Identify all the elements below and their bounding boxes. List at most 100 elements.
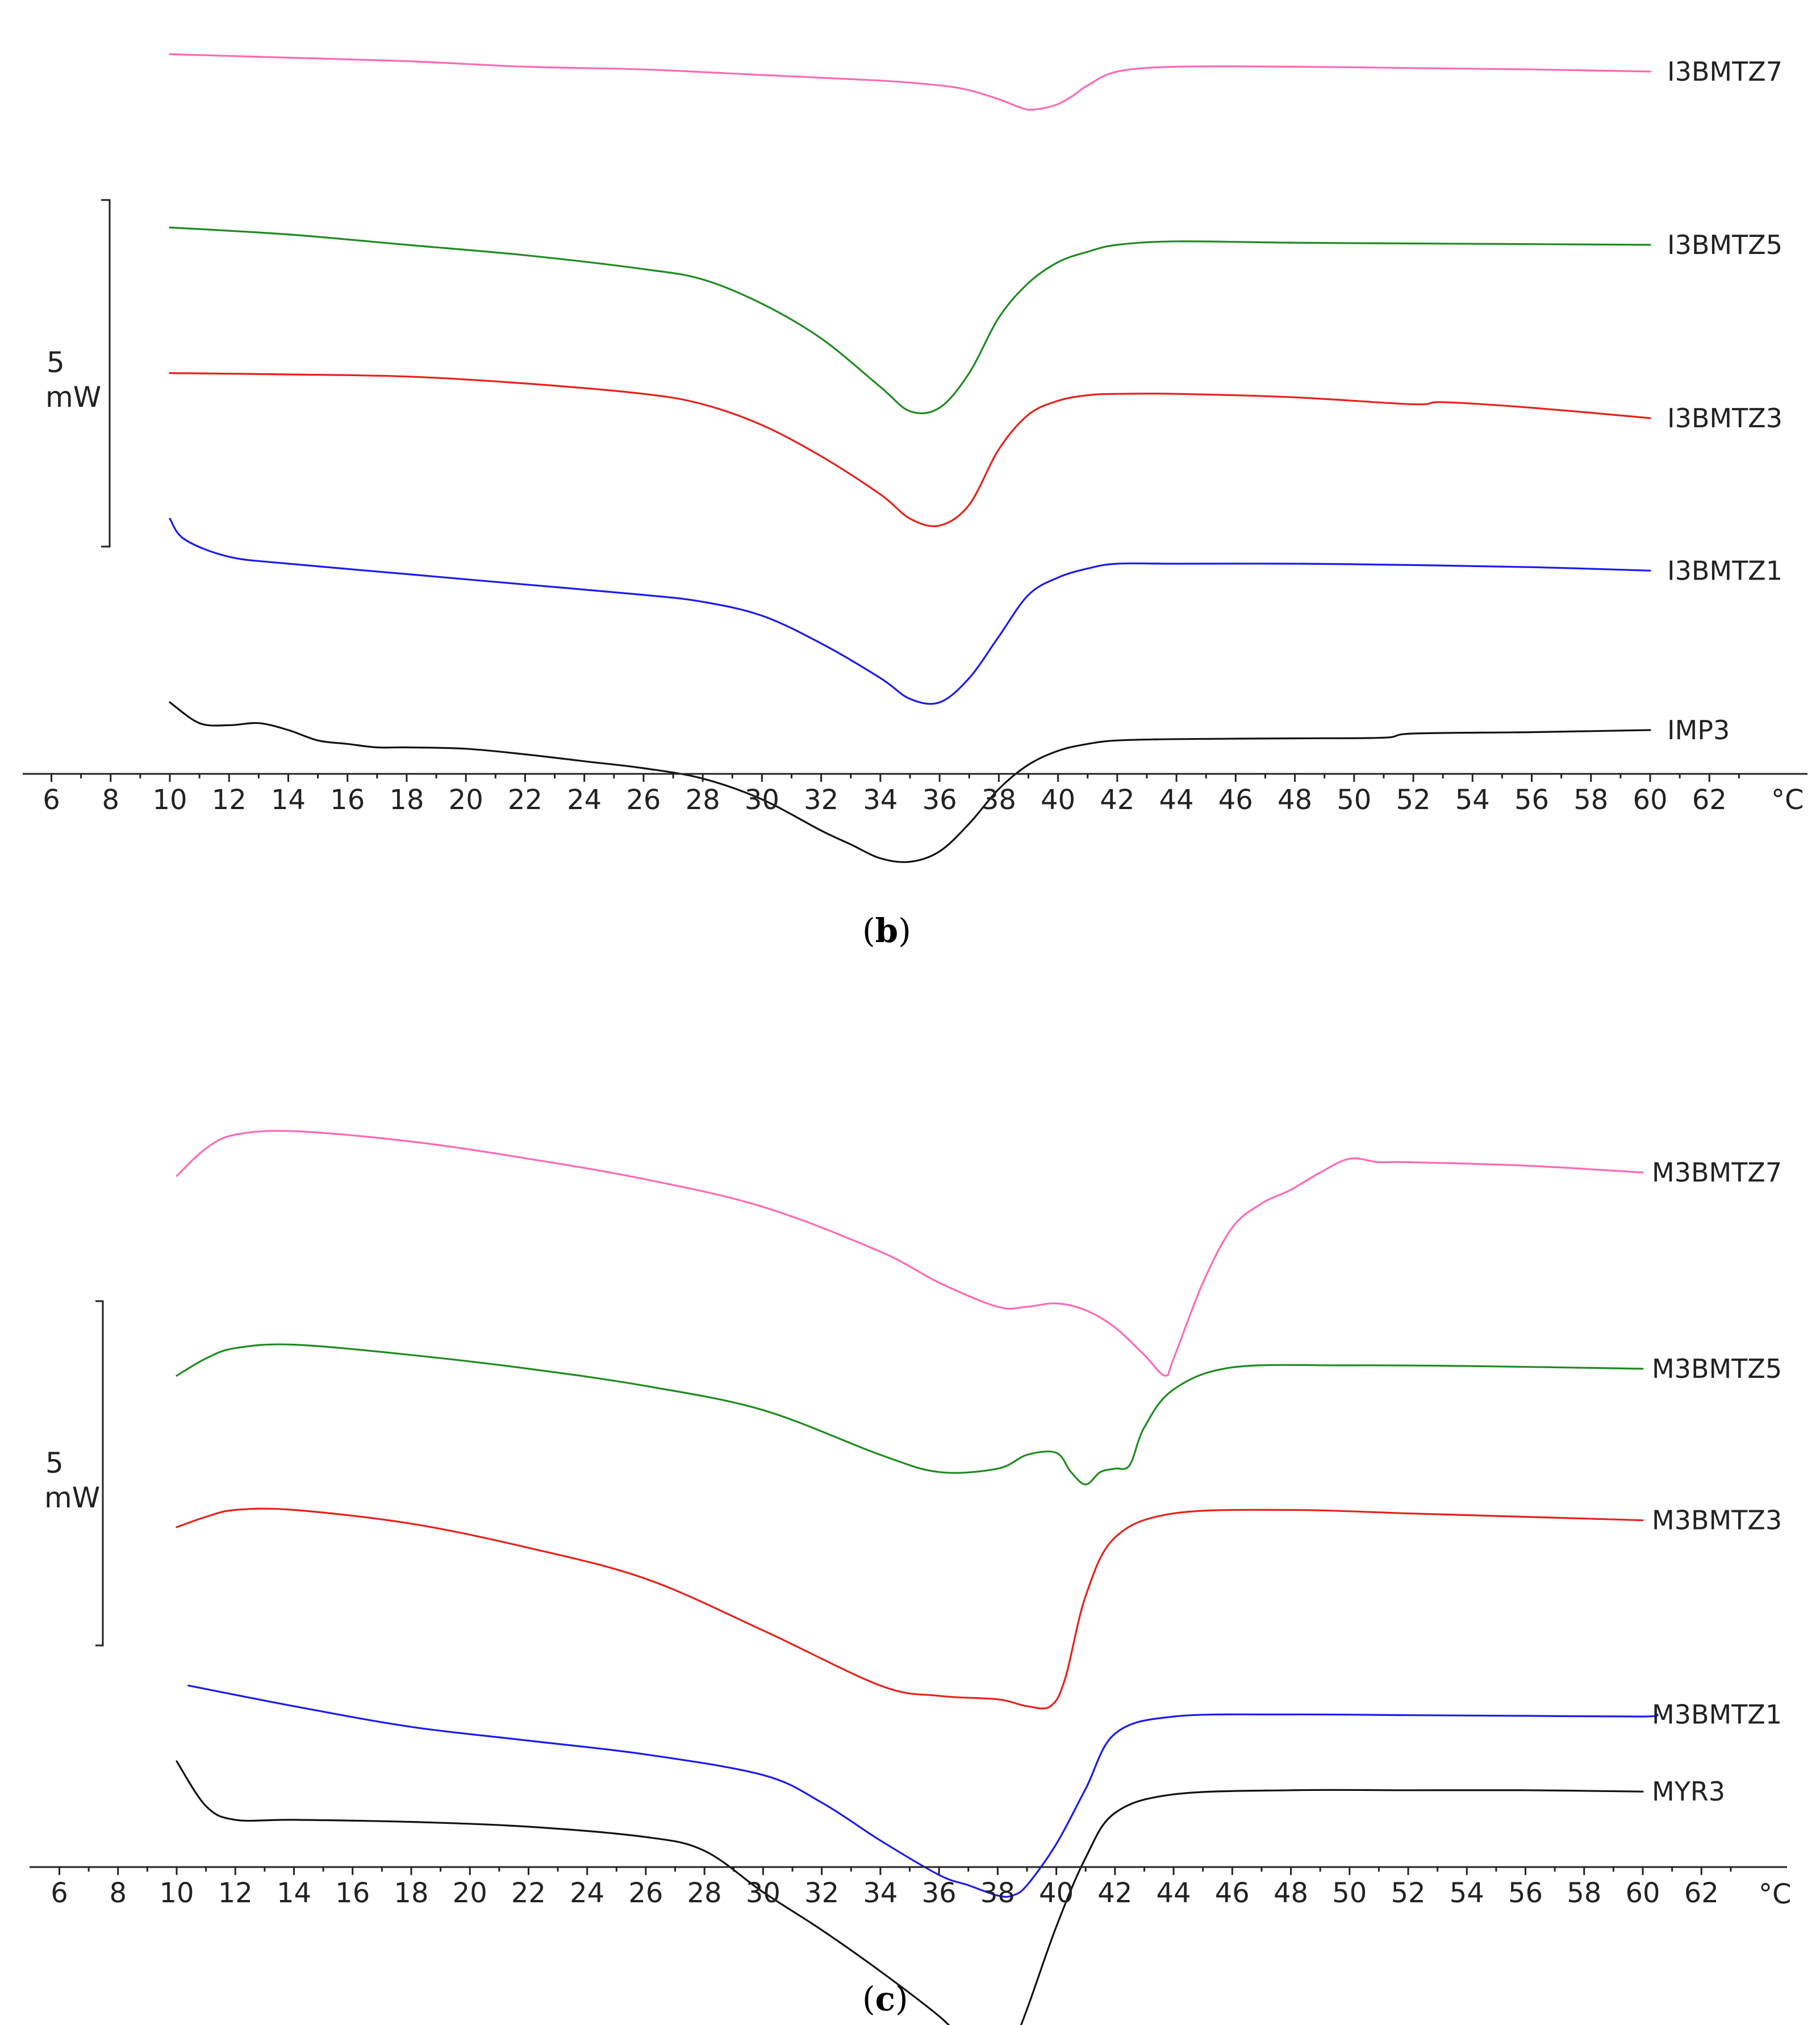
x-tick-label: 32 bbox=[804, 1877, 839, 1909]
x-tick-label: 10 bbox=[152, 784, 187, 816]
x-tick-label: 18 bbox=[394, 1877, 428, 1909]
panel-c-scale-bar-line bbox=[95, 1300, 104, 1647]
x-tick-label: 14 bbox=[277, 1877, 311, 1909]
series-label-m3bmtz1: M3BMTZ1 bbox=[1652, 1699, 1782, 1730]
series-label-m3bmtz7: M3BMTZ7 bbox=[1652, 1157, 1782, 1188]
x-tick-label: 16 bbox=[330, 784, 365, 816]
x-tick-label: 36 bbox=[922, 1877, 957, 1909]
x-tick-label: 60 bbox=[1633, 784, 1667, 816]
series-line-m3bmtz3 bbox=[176, 1507, 1644, 1710]
series-label-m3bmtz3: M3BMTZ3 bbox=[1652, 1505, 1782, 1536]
x-tick-label: 22 bbox=[508, 784, 542, 816]
x-tick-label: 44 bbox=[1159, 784, 1194, 816]
series-label-i3bmtz1: I3BMTZ1 bbox=[1667, 555, 1783, 586]
x-tick-label: 54 bbox=[1450, 1877, 1484, 1909]
series-label-myr3: MYR3 bbox=[1652, 1776, 1725, 1807]
x-tick-label: 48 bbox=[1278, 784, 1312, 816]
x-tick-label: 26 bbox=[628, 1877, 663, 1909]
panel-c-scale-bar: 5 mW bbox=[44, 1300, 104, 1647]
panel-c-scale-unit: mW bbox=[44, 1481, 100, 1514]
x-tick-label: 10 bbox=[159, 1877, 194, 1909]
panel-b-caption: (b) bbox=[862, 911, 911, 950]
x-tick-label: 52 bbox=[1396, 784, 1431, 816]
x-tick-label: 28 bbox=[686, 784, 720, 816]
series-label-i3bmtz3: I3BMTZ3 bbox=[1667, 403, 1783, 434]
x-tick-label: 50 bbox=[1337, 784, 1371, 816]
panel-c-x-axis: 6 8 10 12 14 16 18 20 22 24 26 28 30 32 34 36 38 40 42 44 46… bbox=[30, 1866, 1792, 1910]
panel-b-caption-close: ) bbox=[898, 911, 911, 950]
x-tick-label: 6 bbox=[43, 784, 60, 816]
panel-c-scale-value: 5 bbox=[45, 1447, 64, 1480]
panel-b-scale-bar: 5 mW bbox=[45, 199, 111, 548]
x-tick-label: 8 bbox=[102, 784, 119, 816]
x-tick-label: 30 bbox=[745, 784, 779, 816]
x-tick-label: 18 bbox=[389, 784, 424, 816]
panel-c-caption-open: ( bbox=[862, 1980, 875, 2018]
x-tick-label: 22 bbox=[511, 1877, 546, 1909]
x-tick-label: 28 bbox=[687, 1877, 722, 1909]
x-tick-label: 34 bbox=[863, 784, 898, 816]
x-tick-label: 6 bbox=[51, 1877, 68, 1909]
x-tick-label: 26 bbox=[626, 784, 661, 816]
panel-b-series-labels: I3BMTZ7 I3BMTZ5 I3BMTZ3 I3BMTZ1 IMP3 bbox=[1667, 56, 1783, 745]
x-tick-label: 14 bbox=[271, 784, 306, 816]
x-tick-label: 50 bbox=[1332, 1877, 1367, 1909]
series-line-myr3 bbox=[176, 1760, 1644, 2025]
series-label-i3bmtz7: I3BMTZ7 bbox=[1667, 56, 1783, 87]
series-label-i3bmtz5: I3BMTZ5 bbox=[1667, 230, 1783, 260]
x-tick-label: 30 bbox=[746, 1877, 780, 1909]
panel-b-scale-unit: mW bbox=[45, 381, 101, 414]
series-label-imp3: IMP3 bbox=[1667, 715, 1730, 745]
x-tick-label: 56 bbox=[1508, 1877, 1543, 1909]
x-tick-label: 40 bbox=[1041, 784, 1075, 816]
x-tick-label: 38 bbox=[980, 1877, 1015, 1909]
x-tick-label: 46 bbox=[1215, 1877, 1250, 1909]
series-line-i3bmtz7 bbox=[169, 53, 1651, 111]
panel-c-caption-letter: c bbox=[875, 1980, 895, 2018]
panel-b: I3BMTZ7 I3BMTZ5 I3BMTZ3 I3BMTZ1 IMP3 5 mW 6 8… bbox=[23, 53, 1808, 950]
panel-c-series-labels: M3BMTZ7 M3BMTZ5 M3BMTZ3 M3BMTZ1 MYR3 bbox=[1652, 1157, 1782, 1807]
x-tick-label: 46 bbox=[1218, 784, 1253, 816]
panel-c-curves bbox=[176, 1130, 1659, 2025]
panel-b-scale-value: 5 bbox=[47, 346, 65, 379]
x-tick-label: 36 bbox=[922, 784, 957, 816]
x-tick-label: 16 bbox=[335, 1877, 370, 1909]
panel-b-curves bbox=[169, 53, 1651, 863]
panel-c-caption-close: ) bbox=[895, 1980, 908, 2018]
x-tick-label: 8 bbox=[109, 1877, 127, 1909]
panel-b-x-unit: °C bbox=[1771, 784, 1804, 816]
panel-c-caption: (c) bbox=[862, 1980, 908, 2018]
x-tick-label: 38 bbox=[982, 784, 1016, 816]
x-tick-label: 34 bbox=[863, 1877, 898, 1909]
x-tick-label: 44 bbox=[1157, 1877, 1191, 1909]
panel-b-caption-letter: b bbox=[875, 911, 899, 950]
x-tick-label: 24 bbox=[570, 1877, 604, 1909]
x-tick-label: 12 bbox=[218, 1877, 253, 1909]
series-line-i3bmtz1 bbox=[169, 518, 1651, 705]
x-tick-label: 62 bbox=[1692, 784, 1727, 816]
x-tick-label: 48 bbox=[1274, 1877, 1308, 1909]
x-tick-label: 24 bbox=[567, 784, 602, 816]
x-tick-label: 56 bbox=[1514, 784, 1549, 816]
x-tick-label: 20 bbox=[449, 784, 483, 816]
x-tick-label: 42 bbox=[1100, 784, 1134, 816]
panel-b-x-ticks: 6 8 10 12 14 16 18 20 22 24 26 28 30 32 34 36 38 40 42 44 46… bbox=[43, 774, 1740, 816]
series-line-i3bmtz3 bbox=[169, 372, 1651, 527]
x-tick-label: 54 bbox=[1455, 784, 1490, 816]
panel-b-scale-bar-line bbox=[101, 199, 111, 548]
panel-b-x-axis: 6 8 10 12 14 16 18 20 22 24 26 28 30 32 34 36 38 40 42 44 46… bbox=[23, 773, 1808, 816]
panel-c-x-unit: °C bbox=[1759, 1878, 1792, 1910]
x-tick-label: 62 bbox=[1684, 1877, 1719, 1909]
panel-b-caption-open: ( bbox=[862, 911, 875, 950]
x-tick-label: 60 bbox=[1625, 1877, 1660, 1909]
x-tick-label: 42 bbox=[1097, 1877, 1132, 1909]
series-label-m3bmtz5: M3BMTZ5 bbox=[1652, 1353, 1782, 1384]
x-tick-label: 12 bbox=[212, 784, 247, 816]
series-line-m3bmtz1 bbox=[187, 1685, 1659, 1898]
series-line-m3bmtz5 bbox=[176, 1343, 1644, 1486]
x-tick-label: 52 bbox=[1391, 1877, 1426, 1909]
series-line-imp3 bbox=[169, 701, 1651, 863]
series-line-i3bmtz5 bbox=[169, 226, 1651, 415]
